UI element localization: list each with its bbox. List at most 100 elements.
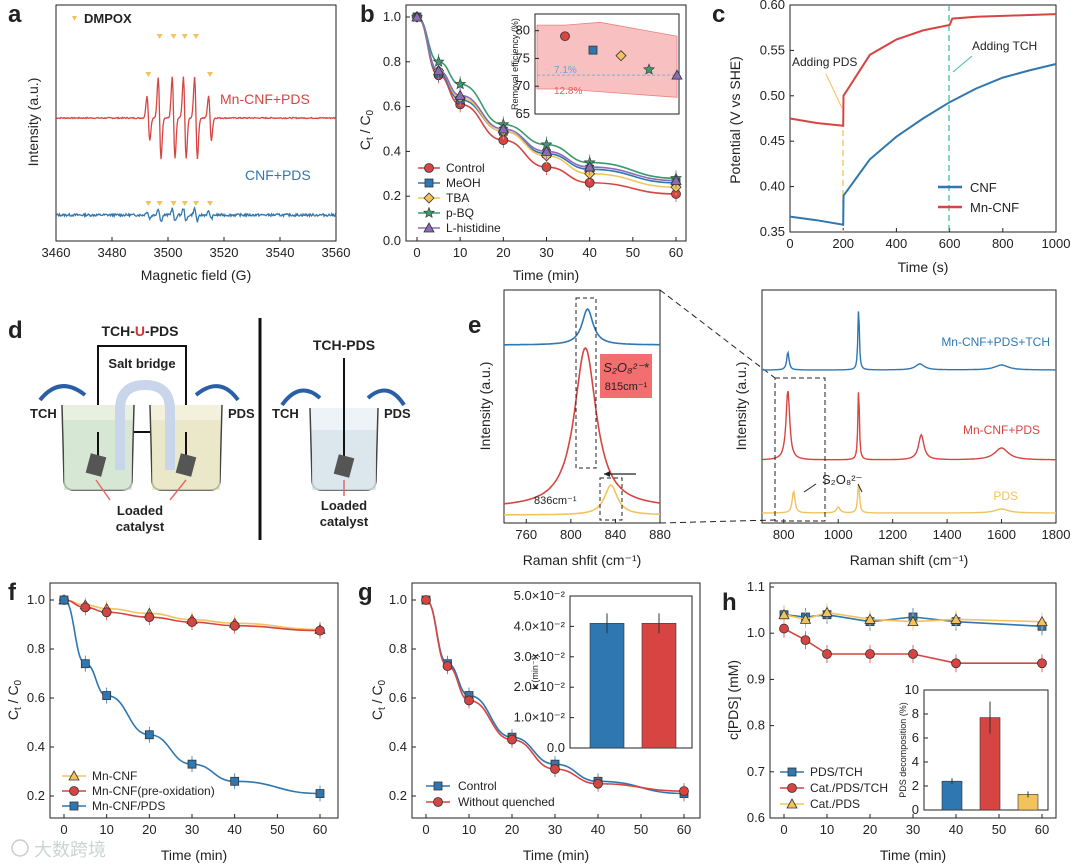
trace-label-mn-cnf-pds: Mn-CNF+PDS [220,91,310,107]
g-ytick-label: 0.2 [389,788,407,803]
f-ytick-label: 0.2 [27,788,45,803]
panel-a-label: a [8,1,22,28]
f-point [59,595,69,605]
panel-g-label: g [358,579,373,606]
b-point [670,174,682,185]
panel-b-series [411,10,682,202]
panel-b-xlabel: Time (min) [513,267,579,283]
e-dashed-box-836 [599,477,623,521]
f-ytick-label: 1.0 [27,592,45,607]
f-legend-label: Mn-CNF(pre-oxidation) [92,784,215,798]
c-ytick-label: 0.45 [760,133,785,148]
e-right-xtick-label: 1000 [824,527,853,542]
h-point [951,658,961,669]
c-ytick-label: 0.35 [760,224,785,239]
g-xtick-label: 30 [548,822,562,837]
b-legend-label: p-BQ [446,206,474,220]
h-xtick-label: 0 [780,822,787,837]
panel-g: g 0 10 20 30 40 50 60 0.2 0.4 0.6 0.8 1.0 Control Wi… [358,579,701,863]
panel-f-label: f [8,579,17,606]
h-ytick-label: 0.6 [747,810,765,825]
f-point [144,612,155,623]
e-right-dashed-box [774,377,826,522]
g-inset-ytick-label: 2.0×10⁻² [514,679,566,694]
inset-ann-12pct: 12.8% [554,86,582,97]
f-xtick-label: 20 [142,822,156,837]
f-point [315,625,325,636]
f-point [187,617,197,627]
b-legend-marker [423,192,435,204]
e-right-trace-yellow [762,484,1056,514]
h-inset-ytick-label: 6 [912,730,919,745]
dmpox-label: DMPOX [84,11,132,26]
h-point [1037,658,1047,669]
g-point [593,778,603,789]
legend-mn: Mn-CNF [970,200,1019,215]
panel-f: f 0 10 20 30 40 50 600.20.40.60.81.0 Mn-CNFMn-… [5,579,339,863]
panel-e-label: e [468,312,481,339]
g-xtick-label: 40 [591,822,605,837]
watermark-text: 大数跨境 [34,840,106,860]
f-legend-marker [68,770,80,781]
panel-e: e S₂O₈²⁻* 815cm⁻¹ 836cm⁻¹ 760 800 840 880 R… [468,289,1070,568]
e-right-trace-red [761,390,1056,461]
label-pds-right: PDS [384,406,411,421]
panel-h-ticks: 0 10 20 30 40 50 600.60.70.80.91.01.1 [747,579,1049,837]
f-legend-marker [69,786,79,796]
panel-b-ticks: 0 10 20 30 40 50 60 0.0 0.2 0.4 0.6 0.8 1.0 [383,9,683,260]
pointer-right [169,479,187,501]
epr-mn-trace [55,76,337,160]
g-inset-ytick-label: 3.0×10⁻² [514,649,566,664]
e-right-xlabel: Raman shift (cm⁻¹) [850,552,969,568]
ann-adding-pds: Adding PDS [792,55,857,69]
panel-c-ticks: 0 200 400 600 800 1000 0.35 0.40 0.45 0.50 0.55 0.6… [760,0,1071,251]
panel-c-ylabel: Potential (V vs SHE) [727,56,743,184]
panel-h-series [778,603,1048,673]
label-tch-left: TCH [30,406,57,421]
salt-bridge-label: Salt bridge [108,356,175,371]
g-inset-ylabel: k (min⁻¹) [530,654,540,689]
h-point [822,649,832,659]
title-tch-u-pds: TCH-U-PDS [101,323,178,339]
title-tch-pds: TCH-PDS [313,337,375,353]
c-xtick-label: 400 [886,236,908,251]
tch-arrow [952,55,973,73]
panel-g-frame [411,582,701,819]
e-left-xtick-label: 760 [515,527,537,542]
h-inset-ytick-label: 0 [912,802,919,817]
dmpox-marker-icon [207,201,213,206]
b-point [497,123,510,134]
b-ytick-label: 0.6 [383,99,401,114]
g-point [464,695,474,706]
panel-f-frame [49,582,339,819]
f-point [229,620,240,631]
a-xtick-label: 3460 [42,245,71,260]
b-legend-marker [423,222,435,233]
b-legend-marker [423,206,435,219]
c-xtick-label: 200 [832,236,854,251]
b-inset-ytick-label: 80 [516,23,530,38]
h-legend-label: Cat./PDS [810,797,860,811]
h-point [908,649,918,659]
a-xtick-label: 3560 [322,245,351,260]
e-right-xtick-label: 800 [773,527,795,542]
h-legend-label: PDS/TCH [810,765,863,779]
g-point [507,734,517,745]
panel-c-label: c [712,1,725,28]
panel-d: d TCH-U-PDS Salt bridge TCH PDS Loaded c… [8,317,411,540]
e-arrowhead-icon [604,471,610,477]
e-left-ylabel: Intensity (a.u.) [477,362,493,451]
b-legend-label: TBA [446,191,469,205]
b-xtick-label: 60 [669,245,683,260]
g-point [421,595,431,605]
b-legend-label: L-histidine [446,221,501,235]
e-left-xlabel: Raman shfit (cm⁻¹) [523,552,642,568]
e-right-xtick-label: 1200 [878,527,907,542]
catalyst-right [175,453,197,477]
g-point [679,786,689,796]
f-xtick-label: 40 [227,822,241,837]
f-point [187,759,197,769]
e-left-trace-blue [504,307,660,346]
b-point [432,64,445,76]
